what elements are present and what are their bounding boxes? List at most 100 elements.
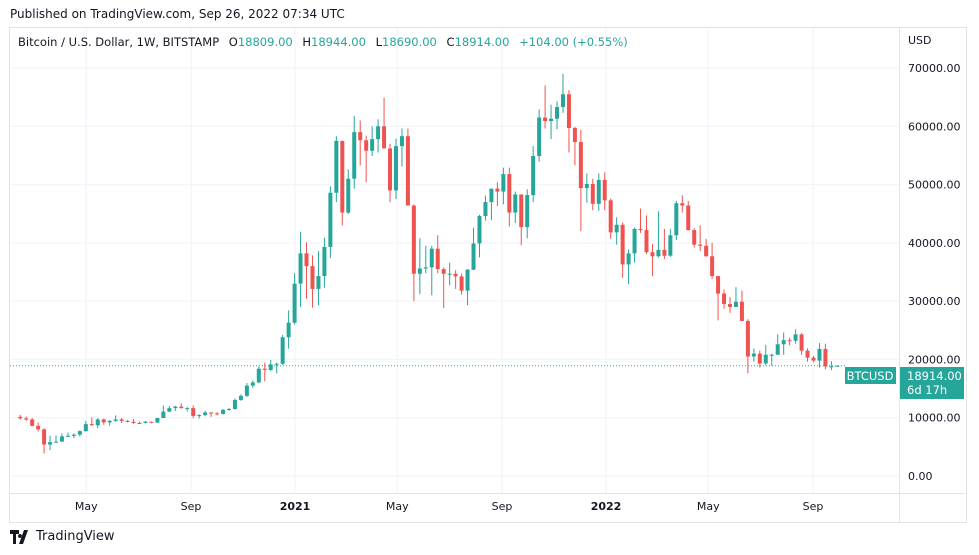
candle-body — [388, 148, 393, 191]
candle — [626, 249, 631, 285]
price-tick-label: 40000.00 — [908, 237, 961, 250]
candle — [680, 195, 685, 213]
candle-body — [310, 266, 315, 289]
candle — [322, 237, 327, 288]
candle — [704, 238, 709, 257]
candle — [405, 128, 410, 206]
candle-body — [626, 253, 631, 265]
low-label: L — [375, 35, 382, 49]
candle-body — [328, 192, 333, 247]
footer-brand[interactable]: TradingView — [10, 529, 115, 544]
candle — [596, 173, 601, 211]
candle — [328, 186, 333, 259]
candle-body — [507, 174, 512, 213]
candle — [167, 406, 172, 413]
candle — [769, 353, 774, 366]
candle-body — [525, 195, 530, 228]
time-tick-label: May — [697, 500, 720, 513]
candle — [310, 255, 315, 308]
candle-body — [459, 276, 464, 291]
candle-body — [36, 425, 41, 430]
candle-body — [167, 408, 172, 412]
candle-body — [566, 94, 571, 129]
candle — [203, 410, 208, 417]
candle-body — [465, 269, 470, 291]
price-tick-label: 10000.00 — [908, 412, 961, 425]
candle — [197, 414, 202, 419]
candle-body — [262, 368, 267, 370]
candle-body — [602, 179, 607, 201]
candle — [662, 228, 667, 260]
candle — [77, 430, 82, 437]
last-price-tag: 18914.00 6d 17h — [900, 367, 964, 399]
candle — [334, 136, 339, 203]
candle-body — [131, 421, 136, 423]
candle-body — [292, 283, 297, 323]
candle — [24, 416, 29, 421]
candle — [382, 97, 387, 149]
tradingview-logo-icon — [10, 529, 28, 544]
candle-body — [286, 322, 291, 338]
candle-body — [71, 434, 76, 436]
candle-body — [662, 249, 667, 256]
open-value: 18809.00 — [237, 35, 293, 49]
high-value: 18944.00 — [311, 35, 366, 49]
high-label: H — [302, 35, 312, 49]
candle — [238, 394, 243, 401]
candle — [763, 344, 768, 366]
candle — [519, 194, 524, 246]
candle — [393, 138, 398, 200]
candle-body — [119, 419, 124, 421]
candles — [18, 73, 840, 454]
price-tick-label: 30000.00 — [908, 295, 961, 308]
candle-body — [83, 424, 88, 432]
candle-body — [203, 412, 208, 416]
candle — [83, 420, 88, 432]
candle — [572, 126, 577, 166]
candle-body — [250, 382, 255, 386]
low-value: 18690.00 — [382, 35, 437, 49]
candle-body — [447, 273, 452, 275]
candle-body — [787, 340, 792, 342]
candle-body — [608, 200, 613, 233]
candle — [185, 406, 190, 412]
candle — [435, 235, 440, 274]
candle-body — [107, 420, 112, 423]
time-axis: May Sep 2021 May Sep 2022 May Sep — [10, 493, 965, 513]
candle — [590, 178, 595, 211]
candle — [226, 407, 231, 411]
candle-body — [704, 245, 709, 257]
candle-body — [799, 334, 804, 351]
candle — [244, 383, 249, 398]
candle — [54, 435, 59, 443]
candle-body — [483, 202, 488, 217]
close-label: C — [446, 35, 455, 49]
candle — [716, 276, 721, 321]
candle — [620, 222, 625, 278]
candle-body — [411, 205, 416, 274]
candle — [137, 421, 142, 424]
time-tick-label: May — [75, 500, 98, 513]
candle — [477, 214, 482, 258]
candle — [143, 420, 148, 424]
candle-body — [352, 132, 357, 179]
chart-pane[interactable] — [9, 27, 967, 523]
candle-body — [590, 183, 595, 204]
candle — [191, 405, 196, 419]
candle-body — [477, 216, 482, 244]
candle — [250, 380, 255, 388]
candle-body — [376, 126, 381, 140]
candle — [531, 146, 536, 203]
price-axis: 0.00 10000.00 20000.00 30000.00 40000.00 5000… — [899, 28, 961, 522]
candle — [668, 228, 673, 257]
candle — [364, 135, 369, 183]
candle-body — [453, 273, 458, 277]
candle-body — [179, 406, 184, 409]
price-tick-label: 50000.00 — [908, 179, 961, 192]
close-value: 18914.00 — [454, 35, 510, 49]
candle — [262, 362, 267, 382]
candle — [733, 287, 738, 307]
candle-body — [155, 418, 160, 423]
candle-body — [185, 408, 190, 410]
